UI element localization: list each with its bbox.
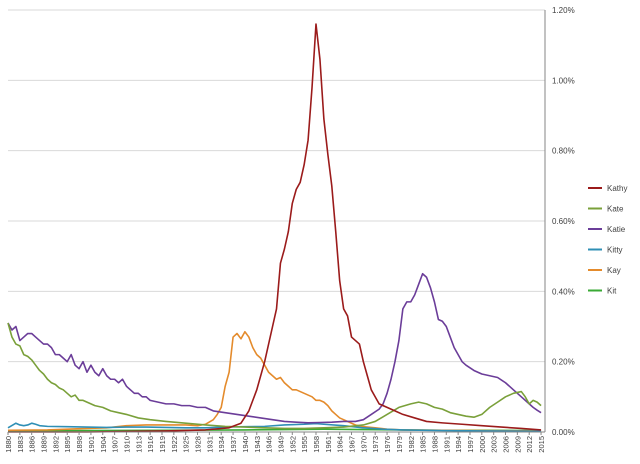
series-line-kathy bbox=[8, 23, 542, 433]
series-lines bbox=[7, 23, 542, 433]
x-tick-label: 1880 bbox=[4, 436, 13, 453]
legend-label-kay: Kay bbox=[607, 266, 621, 275]
x-tick-label: 1991 bbox=[442, 436, 451, 453]
series-line-kate bbox=[7, 322, 542, 430]
x-tick-label: 1916 bbox=[146, 436, 155, 453]
x-axis-ticks: 1880 1883 1886 1889 1892 1895 1898 1901 1904 1907… bbox=[4, 432, 546, 453]
legend-label-kit: Kit bbox=[607, 287, 617, 296]
series-line-kay bbox=[7, 330, 542, 432]
x-tick-label: 1937 bbox=[229, 436, 238, 453]
axes bbox=[8, 10, 546, 433]
y-tick-label: 0.80% bbox=[552, 147, 575, 156]
x-tick-label: 1907 bbox=[111, 436, 120, 453]
x-tick-label: 1988 bbox=[430, 436, 439, 453]
x-tick-label: 1952 bbox=[288, 436, 297, 453]
y-tick-label: 1.00% bbox=[552, 76, 575, 85]
x-tick-label: 1940 bbox=[241, 436, 250, 453]
legend-label-kathy: Kathy bbox=[607, 184, 627, 193]
x-tick-label: 1997 bbox=[466, 436, 475, 453]
x-tick-label: 1949 bbox=[276, 436, 285, 453]
x-tick-label: 1946 bbox=[265, 436, 274, 453]
x-tick-label: 1979 bbox=[395, 436, 404, 453]
x-tick-label: 1889 bbox=[40, 436, 49, 453]
y-tick-label: 0.20% bbox=[552, 358, 575, 367]
y-tick-label: 0.40% bbox=[552, 287, 575, 296]
x-tick-label: 1913 bbox=[134, 436, 143, 453]
series-line-katie bbox=[7, 272, 542, 424]
x-tick-label: 1883 bbox=[16, 436, 25, 453]
x-tick-label: 1892 bbox=[51, 436, 60, 453]
legend: Kathy Kate Katie Kitty Kay Kit bbox=[588, 184, 627, 296]
legend-label-kitty: Kitty bbox=[607, 246, 623, 255]
series-line-kitty bbox=[7, 422, 542, 433]
x-tick-label: 1898 bbox=[75, 436, 84, 453]
y-tick-label: 0.00% bbox=[552, 428, 575, 437]
x-tick-label: 2003 bbox=[490, 436, 499, 453]
x-tick-label: 1958 bbox=[312, 436, 321, 453]
y-tick-label: 0.60% bbox=[552, 217, 575, 226]
x-tick-label: 1976 bbox=[383, 436, 392, 453]
x-tick-label: 1931 bbox=[205, 436, 214, 453]
x-tick-label: 1982 bbox=[407, 436, 416, 453]
x-tick-label: 1925 bbox=[182, 436, 191, 453]
x-tick-label: 1934 bbox=[217, 436, 226, 453]
x-tick-label: 1904 bbox=[99, 436, 108, 453]
y-axis-ticks: 0.00% 0.20% 0.40% 0.60% 0.80% 1.00% 1.20% bbox=[552, 6, 575, 437]
x-tick-label: 2009 bbox=[513, 436, 522, 453]
y-tick-label: 1.20% bbox=[552, 6, 575, 15]
x-tick-label: 1901 bbox=[87, 436, 96, 453]
x-tick-label: 1922 bbox=[170, 436, 179, 453]
x-tick-label: 1973 bbox=[371, 436, 380, 453]
x-tick-label: 1919 bbox=[158, 436, 167, 453]
x-tick-label: 1964 bbox=[336, 436, 345, 453]
x-tick-label: 1985 bbox=[419, 436, 428, 453]
gridlines bbox=[8, 9, 545, 363]
x-tick-label: 1994 bbox=[454, 436, 463, 453]
legend-label-kate: Kate bbox=[607, 205, 624, 214]
x-tick-label: 1970 bbox=[359, 436, 368, 453]
x-tick-label: 1895 bbox=[63, 436, 72, 453]
x-tick-label: 1961 bbox=[324, 436, 333, 453]
x-tick-label: 1928 bbox=[194, 436, 203, 453]
x-tick-label: 2012 bbox=[525, 436, 534, 453]
x-tick-label: 2000 bbox=[478, 436, 487, 453]
x-tick-label: 2015 bbox=[537, 436, 546, 453]
x-tick-label: 1910 bbox=[122, 436, 131, 453]
x-tick-label: 2006 bbox=[502, 436, 511, 453]
legend-label-katie: Katie bbox=[607, 225, 626, 234]
x-tick-label: 1886 bbox=[28, 436, 37, 453]
x-tick-label: 1943 bbox=[253, 436, 262, 453]
x-tick-label: 1955 bbox=[300, 436, 309, 453]
x-tick-label: 1967 bbox=[348, 436, 357, 453]
